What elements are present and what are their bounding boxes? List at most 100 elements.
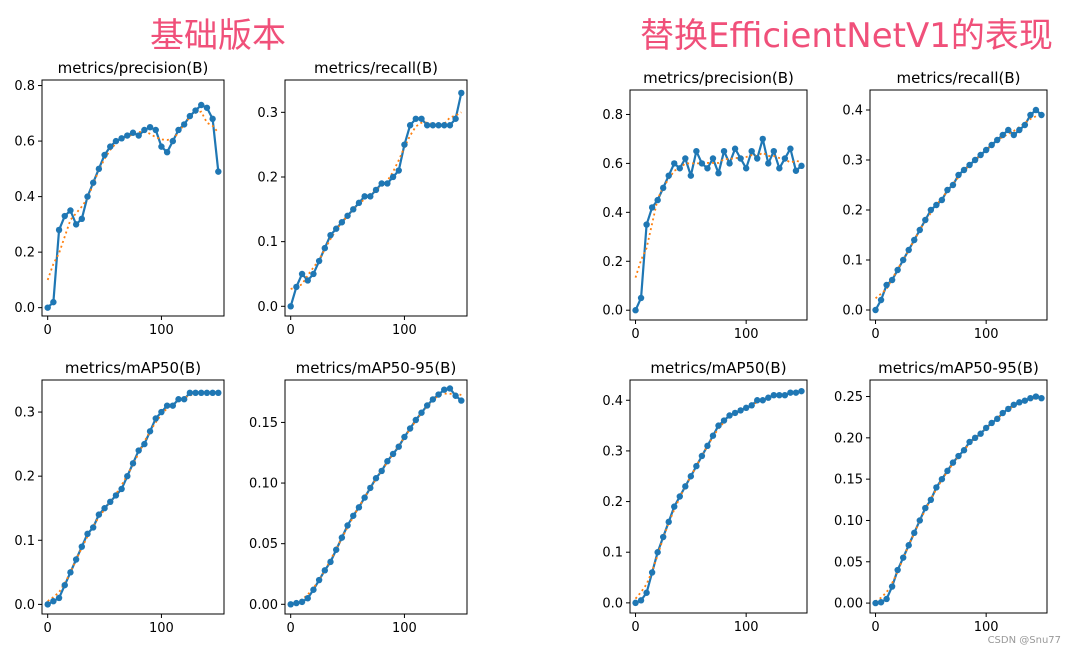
data-point — [129, 460, 137, 467]
data-point — [395, 167, 402, 174]
data-point — [287, 601, 294, 608]
data-point — [698, 452, 706, 460]
data-point — [298, 598, 306, 606]
x-tick-label: 100 — [974, 620, 999, 635]
data-point — [726, 160, 733, 167]
x-tick-label: 0 — [631, 620, 639, 635]
data-point — [720, 417, 728, 424]
plot-frame — [41, 79, 225, 317]
data-point — [401, 433, 408, 441]
data-point — [384, 458, 391, 465]
data-point — [994, 136, 1001, 144]
data-point — [72, 221, 80, 228]
plot-frame — [284, 79, 468, 317]
data-point — [982, 424, 990, 432]
data-point — [332, 225, 340, 232]
data-point — [988, 419, 995, 427]
data-point — [315, 576, 323, 584]
y-tick-label: 0.0 — [602, 304, 623, 319]
data-point — [418, 115, 425, 122]
data-point — [665, 518, 672, 526]
data-point — [78, 215, 86, 223]
data-point — [922, 504, 929, 512]
data-point — [671, 160, 678, 167]
data-point — [372, 186, 380, 194]
data-point — [395, 443, 402, 450]
data-point — [955, 452, 962, 460]
data-point — [327, 558, 334, 566]
data-point — [977, 151, 984, 159]
data-point — [169, 137, 177, 145]
data-point — [905, 246, 912, 254]
data-point — [67, 207, 74, 214]
data-point — [960, 447, 968, 454]
data-point — [927, 496, 935, 504]
data-point — [401, 141, 408, 148]
x-tick-label: 0 — [287, 323, 295, 338]
subplot-title: metrics/mAP50-95(B) — [878, 359, 1039, 377]
data-point — [944, 467, 951, 475]
plot-frame — [41, 379, 225, 615]
data-point — [192, 389, 199, 397]
data-point — [355, 504, 363, 511]
x-tick-label: 100 — [149, 621, 174, 636]
data-point — [1016, 126, 1023, 134]
data-point — [215, 389, 222, 397]
y-tick-label: 0.3 — [14, 406, 35, 421]
data-point — [960, 166, 968, 174]
data-point — [687, 172, 695, 179]
data-point — [169, 402, 177, 409]
subplot-title: metrics/precision(B) — [643, 69, 794, 87]
data-point — [84, 530, 91, 538]
data-point — [637, 294, 645, 302]
data-point — [389, 173, 397, 181]
data-point — [180, 396, 188, 403]
data-point — [350, 206, 357, 213]
y-tick-label: 0.1 — [14, 534, 35, 549]
data-point — [84, 193, 91, 200]
data-point — [446, 122, 454, 129]
data-point — [687, 473, 695, 480]
data-point — [1038, 394, 1045, 402]
data-point — [101, 505, 108, 512]
data-point — [748, 402, 755, 409]
series-line — [290, 387, 463, 606]
y-tick-label: 0.25 — [834, 390, 863, 405]
data-point — [648, 569, 656, 576]
data-point — [883, 595, 890, 603]
data-point — [877, 599, 885, 606]
watermark: CSDN @Snu77 — [987, 635, 1061, 646]
data-point — [742, 404, 750, 412]
data-point — [994, 415, 1001, 423]
data-point — [367, 193, 374, 200]
data-point — [659, 533, 667, 541]
data-point — [938, 475, 946, 483]
data-point — [338, 534, 346, 541]
y-tick-label: 0.15 — [834, 473, 863, 488]
data-point — [643, 589, 650, 596]
data-point — [441, 122, 448, 129]
data-point — [412, 416, 420, 424]
data-point — [378, 180, 385, 187]
data-point — [61, 581, 68, 589]
y-tick-label: 0.4 — [14, 190, 35, 205]
data-point — [146, 428, 154, 435]
data-point — [648, 204, 656, 211]
data-point — [361, 193, 368, 200]
data-point — [78, 543, 86, 550]
data-point — [1016, 399, 1023, 406]
y-tick-label: 0.20 — [834, 431, 863, 446]
data-point — [384, 180, 391, 187]
x-tick-label: 100 — [392, 621, 417, 636]
data-point — [310, 586, 317, 593]
data-point — [693, 147, 700, 155]
plot-frame — [869, 379, 1048, 614]
subplot-4: metrics/precision(B) 0.0 0.2 0.4 0.6 0.8 0 100 — [602, 69, 808, 342]
data-point — [50, 597, 57, 605]
data-point — [654, 196, 661, 204]
plot-frame — [629, 89, 808, 321]
data-point — [55, 594, 63, 602]
data-point — [152, 126, 159, 134]
data-point — [798, 162, 805, 170]
